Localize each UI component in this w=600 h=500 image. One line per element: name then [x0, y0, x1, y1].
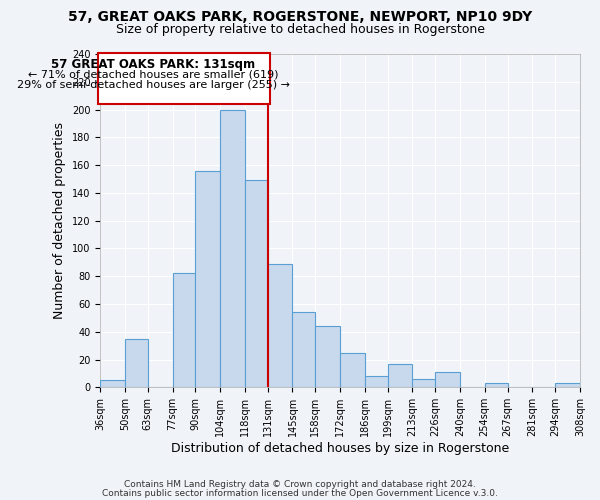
Bar — [292, 312, 316, 388]
Text: ← 71% of detached houses are smaller (619): ← 71% of detached houses are smaller (61… — [28, 70, 278, 80]
Bar — [100, 380, 125, 388]
Bar — [340, 352, 365, 388]
Bar — [245, 180, 268, 388]
Text: 57, GREAT OAKS PARK, ROGERSTONE, NEWPORT, NP10 9DY: 57, GREAT OAKS PARK, ROGERSTONE, NEWPORT… — [68, 10, 532, 24]
Text: Size of property relative to detached houses in Rogerstone: Size of property relative to detached ho… — [115, 22, 485, 36]
Bar — [220, 110, 245, 388]
X-axis label: Distribution of detached houses by size in Rogerstone: Distribution of detached houses by size … — [171, 442, 509, 455]
Bar — [173, 274, 196, 388]
Bar — [365, 376, 388, 388]
Text: Contains HM Land Registry data © Crown copyright and database right 2024.: Contains HM Land Registry data © Crown c… — [124, 480, 476, 489]
Bar — [388, 364, 412, 388]
FancyBboxPatch shape — [98, 52, 269, 104]
Text: 29% of semi-detached houses are larger (255) →: 29% of semi-detached houses are larger (… — [17, 80, 290, 90]
Text: 57 GREAT OAKS PARK: 131sqm: 57 GREAT OAKS PARK: 131sqm — [51, 58, 255, 71]
Bar — [556, 383, 580, 388]
Bar — [125, 338, 148, 388]
Text: Contains public sector information licensed under the Open Government Licence v.: Contains public sector information licen… — [102, 488, 498, 498]
Bar — [412, 379, 436, 388]
Bar — [196, 170, 220, 388]
Bar — [485, 383, 508, 388]
Bar — [436, 372, 460, 388]
Bar — [268, 264, 292, 388]
Bar — [316, 326, 340, 388]
Y-axis label: Number of detached properties: Number of detached properties — [53, 122, 67, 319]
